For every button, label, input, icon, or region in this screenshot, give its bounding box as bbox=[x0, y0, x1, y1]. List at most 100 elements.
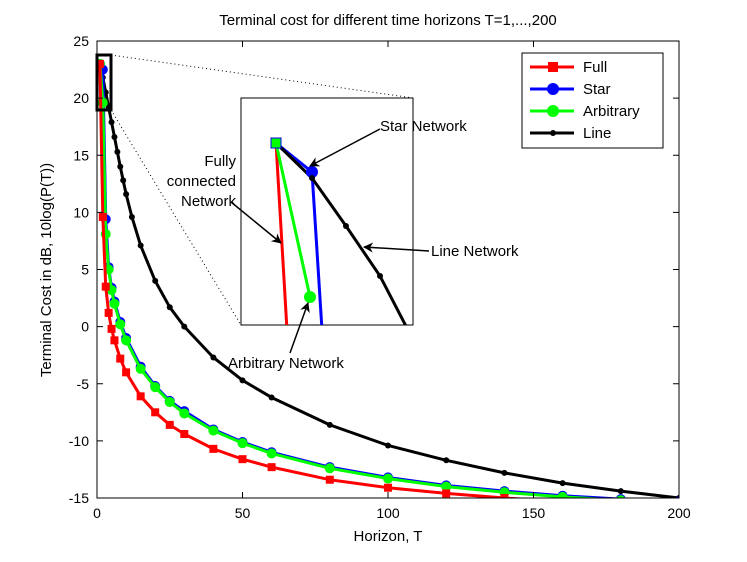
series-line-marker bbox=[152, 277, 159, 284]
series-line-marker bbox=[137, 242, 144, 249]
x-tick-label: 0 bbox=[93, 505, 101, 521]
series-full-marker bbox=[116, 354, 125, 363]
series-line-marker bbox=[385, 442, 391, 449]
inset-line-marker bbox=[343, 223, 349, 229]
y-tick-label: 0 bbox=[81, 319, 89, 335]
legend-marker-full bbox=[548, 62, 558, 72]
series-group bbox=[97, 58, 679, 508]
series-line-marker bbox=[117, 163, 124, 170]
x-axis-label: Horizon, T bbox=[354, 528, 423, 545]
inset-arbitrary-marker bbox=[304, 291, 316, 303]
series-line-marker bbox=[268, 394, 275, 401]
x-tick-label: 200 bbox=[667, 505, 691, 521]
series-arbitrary-marker bbox=[150, 382, 161, 393]
annotation-full-line2: connected bbox=[167, 173, 236, 190]
series-arbitrary-marker bbox=[135, 363, 146, 374]
inset-star-marker bbox=[306, 166, 318, 178]
series-full-marker bbox=[110, 336, 119, 345]
legend-label-star: Star bbox=[583, 81, 611, 98]
annotation-full-line3: Network bbox=[181, 193, 237, 210]
zoom-guide-top bbox=[110, 54, 414, 99]
series-line-marker bbox=[114, 148, 121, 155]
series-arbitrary-marker bbox=[383, 473, 393, 484]
series-arbitrary-marker bbox=[441, 481, 452, 492]
annotation-line-arrow bbox=[363, 242, 430, 253]
y-tick-label: -5 bbox=[77, 376, 90, 392]
zoom-box bbox=[95, 53, 113, 112]
series-full-marker bbox=[209, 444, 218, 453]
series-arbitrary-marker bbox=[115, 319, 126, 330]
series-line-marker bbox=[210, 354, 217, 361]
inset-star-line-b bbox=[310, 171, 324, 325]
chart-title: Terminal cost for different time horizon… bbox=[219, 12, 557, 29]
series-line-marker bbox=[443, 457, 450, 464]
inset-line-marker bbox=[309, 175, 315, 181]
series-full-marker bbox=[617, 500, 625, 508]
series-full-line bbox=[98, 63, 530, 498]
series-line-marker bbox=[559, 480, 566, 487]
y-tick-label: 15 bbox=[73, 147, 89, 163]
series-full-marker bbox=[384, 483, 392, 492]
axes: 0 50 100 150 200 -15 -10 -5 0 5 10 15 20 25 bbox=[69, 33, 691, 521]
series-full-marker bbox=[558, 497, 567, 498]
series-line-marker bbox=[108, 119, 115, 126]
series-arbitrary-marker bbox=[179, 408, 190, 419]
zoom-indicator bbox=[95, 53, 414, 326]
series-arbitrary-marker bbox=[164, 397, 175, 408]
legend: Full Star Arbitrary Line bbox=[521, 52, 664, 149]
series-line-marker bbox=[326, 421, 333, 428]
inset-start-marker bbox=[270, 137, 282, 149]
y-tick-label: -15 bbox=[69, 490, 89, 506]
annotation-full-arrow bbox=[230, 201, 282, 244]
series-full-marker bbox=[107, 324, 116, 333]
series-line-marker bbox=[617, 488, 624, 495]
y-tick-label: 5 bbox=[81, 262, 89, 278]
series-full-marker bbox=[165, 420, 174, 429]
annotation-arbitrary-arrow bbox=[289, 302, 310, 354]
legend-label-line: Line bbox=[583, 125, 611, 142]
annotation-star-network: Star Network bbox=[380, 118, 467, 135]
inset-line-marker bbox=[377, 273, 383, 279]
legend-label-full: Full bbox=[583, 59, 607, 76]
series-line-marker bbox=[120, 177, 127, 184]
series-full-marker bbox=[98, 212, 107, 221]
series-line-marker bbox=[181, 323, 188, 330]
x-tick-label: 150 bbox=[522, 505, 546, 521]
series-arbitrary-marker bbox=[109, 298, 120, 309]
series-arbitrary-marker bbox=[121, 335, 132, 346]
series-arbitrary-marker bbox=[616, 495, 626, 498]
series-full-marker bbox=[122, 368, 131, 377]
x-tick-label: 50 bbox=[235, 505, 251, 521]
inset-panel: Star Network Fully connected Network Lin… bbox=[167, 97, 519, 372]
y-tick-label: 10 bbox=[73, 204, 89, 220]
y-tick-label: -10 bbox=[69, 433, 89, 449]
series-full-marker bbox=[325, 475, 334, 484]
y-tick-label: 20 bbox=[73, 90, 89, 106]
series-line-marker bbox=[123, 191, 130, 198]
legend-marker-line bbox=[550, 130, 556, 136]
series-full-marker bbox=[180, 430, 189, 439]
series-full-marker bbox=[151, 408, 160, 417]
series-arbitrary-marker bbox=[266, 448, 277, 459]
series-arbitrary-line bbox=[98, 63, 608, 498]
series-full-marker bbox=[97, 59, 104, 68]
series-full-marker bbox=[238, 455, 247, 464]
annotation-arbitrary-network: Arbitrary Network bbox=[228, 355, 344, 372]
annotation-line-network: Line Network bbox=[431, 243, 519, 260]
annotation-full-line1: Fully bbox=[204, 153, 236, 170]
series-line-marker bbox=[166, 304, 173, 311]
legend-label-arbitrary: Arbitrary bbox=[583, 103, 640, 120]
series-full-marker bbox=[101, 282, 110, 291]
series-full-marker bbox=[104, 308, 113, 317]
legend-marker-arbitrary bbox=[547, 105, 559, 117]
series-line-marker bbox=[239, 377, 246, 384]
series-arbitrary-marker bbox=[557, 491, 568, 498]
plot-area bbox=[97, 58, 679, 508]
series-full-marker bbox=[442, 489, 451, 498]
series-arbitrary-marker bbox=[324, 463, 335, 474]
series-arbitrary-marker bbox=[208, 425, 219, 436]
y-tick-label: 25 bbox=[73, 33, 89, 49]
inset-arbitrary-line bbox=[274, 142, 312, 298]
series-line-marker bbox=[111, 133, 118, 140]
annotation-star-arrow bbox=[309, 128, 381, 167]
